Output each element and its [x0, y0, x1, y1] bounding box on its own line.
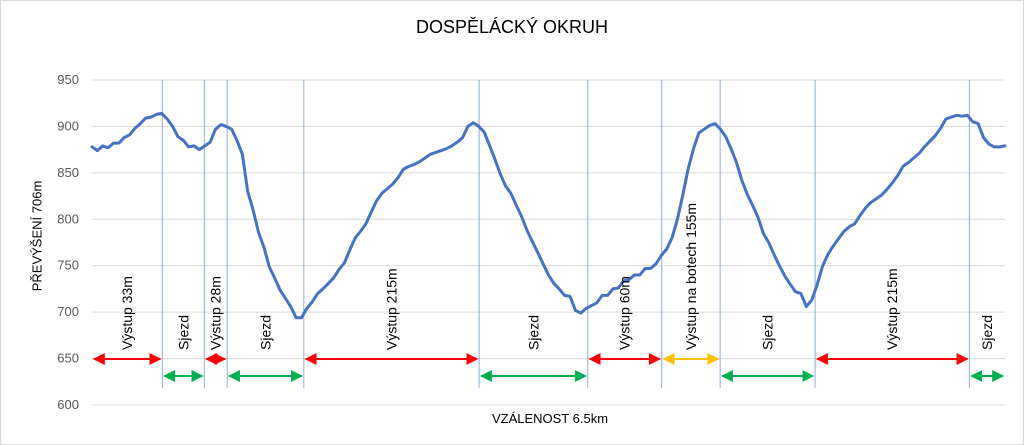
- section-label-5: Výstup 215m: [383, 268, 399, 350]
- y-tick-label: 800: [57, 211, 79, 226]
- y-tick-label: 650: [57, 351, 79, 366]
- elevation-line: [90, 111, 1007, 320]
- section-label-3: Výstup 28m: [208, 276, 224, 350]
- x-axis-title: VZÁLENOST 6.5km: [491, 411, 609, 426]
- y-tick-label: 600: [57, 397, 79, 412]
- section-label-8: Výstup na botech 155m: [683, 203, 699, 350]
- section-label-2: Sjezd: [175, 315, 191, 350]
- section-label-9: Sjezd: [760, 315, 776, 350]
- section-label-1: Výstup 33m: [119, 276, 135, 350]
- y-tick-label: 700: [57, 304, 79, 319]
- y-tick-label: 950: [57, 72, 79, 87]
- chart-title: DOSPĚLÁCKÝ OKRUH: [415, 17, 609, 37]
- section-label-4: Sjezd: [257, 315, 273, 350]
- y-tick-label: 850: [57, 165, 79, 180]
- y-tick-label: 750: [57, 258, 79, 273]
- section-label-6: Sjezd: [525, 315, 541, 350]
- y-tick-label: 900: [57, 118, 79, 133]
- section-label-11: Sjezd: [979, 315, 995, 350]
- section-label-7: Výstup 60m: [617, 276, 633, 350]
- section-label-10: Výstup 215m: [884, 268, 900, 350]
